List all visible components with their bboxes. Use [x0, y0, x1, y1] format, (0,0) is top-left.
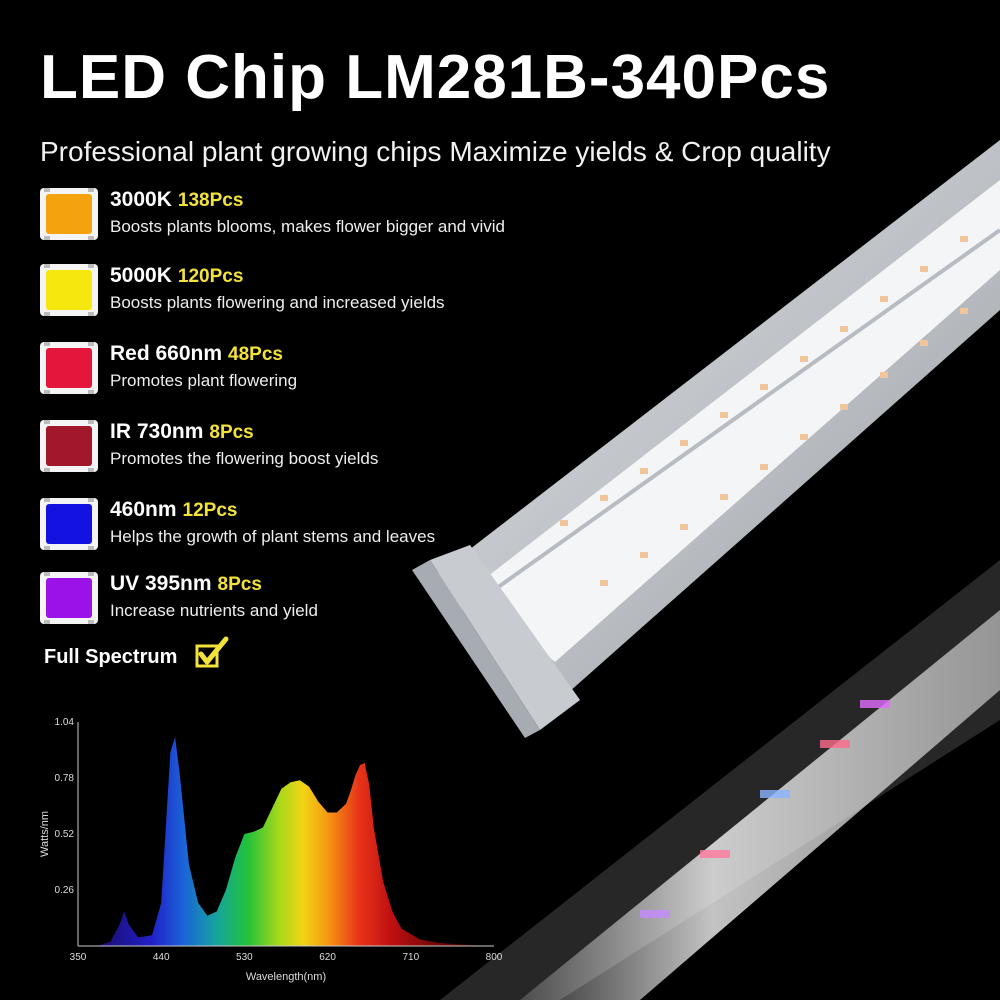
chip-row: IR 730nm 8Pcs Promotes the flowering boost…: [38, 418, 678, 482]
chip-type: IR 730nm: [110, 420, 204, 443]
led-chip-icon: [38, 496, 100, 552]
chip-count: 12Pcs: [182, 500, 238, 521]
x-tick-label: 710: [402, 952, 419, 963]
x-tick-label: 620: [319, 952, 336, 963]
x-tick-label: 800: [486, 952, 503, 963]
page-subtitle: Professional plant growing chips Maximiz…: [40, 136, 831, 167]
chip-count: 138Pcs: [177, 190, 244, 211]
full-spectrum-label: Full Spectrum: [44, 646, 178, 668]
chip-name: Red 660nm 48Pcs: [110, 342, 283, 366]
led-chip-icon: [38, 570, 100, 626]
chip-description: Boosts plants blooms, makes flower bigge…: [110, 217, 505, 236]
chip-row: Red 660nm 48Pcs Promotes plant flowering: [38, 340, 678, 404]
y-tick-label: 0.26: [55, 885, 75, 896]
spectrum-area: [96, 737, 494, 946]
x-tick-label: 440: [153, 952, 170, 963]
chip-description: Increase nutrients and yield: [110, 601, 318, 620]
led-chip-icon: [38, 262, 100, 318]
spectrum-chart: 350 440 530 620 710 800 1.04 0.78 0.52 0.26 Wavele…: [39, 717, 503, 983]
y-tick-label: 0.78: [55, 773, 75, 784]
led-chip-icon: [38, 186, 100, 242]
chip-name: UV 395nm 8Pcs: [110, 572, 262, 596]
x-tick-label: 350: [70, 952, 87, 963]
x-tick-label: 530: [236, 952, 253, 963]
led-chip-icon: [38, 340, 100, 396]
chip-count: 8Pcs: [209, 422, 254, 443]
chip-type: 5000K: [110, 264, 172, 287]
y-tick-label: 0.52: [55, 829, 75, 840]
chip-name: IR 730nm 8Pcs: [110, 420, 254, 444]
x-axis-label: Wavelength(nm): [246, 971, 326, 983]
y-tick-label: 1.04: [55, 717, 75, 728]
chip-row: 5000K 120Pcs Boosts plants flowering and i…: [38, 262, 678, 326]
chip-description: Promotes plant flowering: [110, 371, 298, 390]
page-title: LED Chip LM281B-340Pcs: [40, 43, 831, 112]
chip-type: UV 395nm: [110, 572, 212, 595]
chip-name: 3000K 138Pcs: [110, 188, 243, 212]
chip-description: Promotes the flowering boost yields: [110, 449, 379, 468]
chip-name: 460nm 12Pcs: [110, 498, 238, 522]
chip-description: Helps the growth of plant stems and leav…: [110, 527, 436, 546]
chip-description: Boosts plants flowering and increased yi…: [110, 293, 445, 312]
chip-row: 460nm 12Pcs Helps the growth of plant stem…: [38, 496, 678, 560]
chip-count: 8Pcs: [217, 574, 262, 595]
chip-type: 3000K: [110, 188, 172, 211]
y-axis-label: Watts/nm: [39, 811, 51, 857]
chip-row: 3000K 138Pcs Boosts plants blooms, makes f…: [38, 186, 678, 250]
chip-name: 5000K 120Pcs: [110, 264, 243, 288]
chip-count: 120Pcs: [177, 266, 244, 287]
chip-count: 48Pcs: [228, 344, 283, 365]
chip-type: 460nm: [110, 498, 177, 521]
checkbox-checked-icon: [195, 636, 229, 668]
led-chip-icon: [38, 418, 100, 474]
chip-type: Red 660nm: [110, 342, 223, 365]
chip-row: UV 395nm 8Pcs Increase nutrients and yield: [38, 570, 678, 634]
